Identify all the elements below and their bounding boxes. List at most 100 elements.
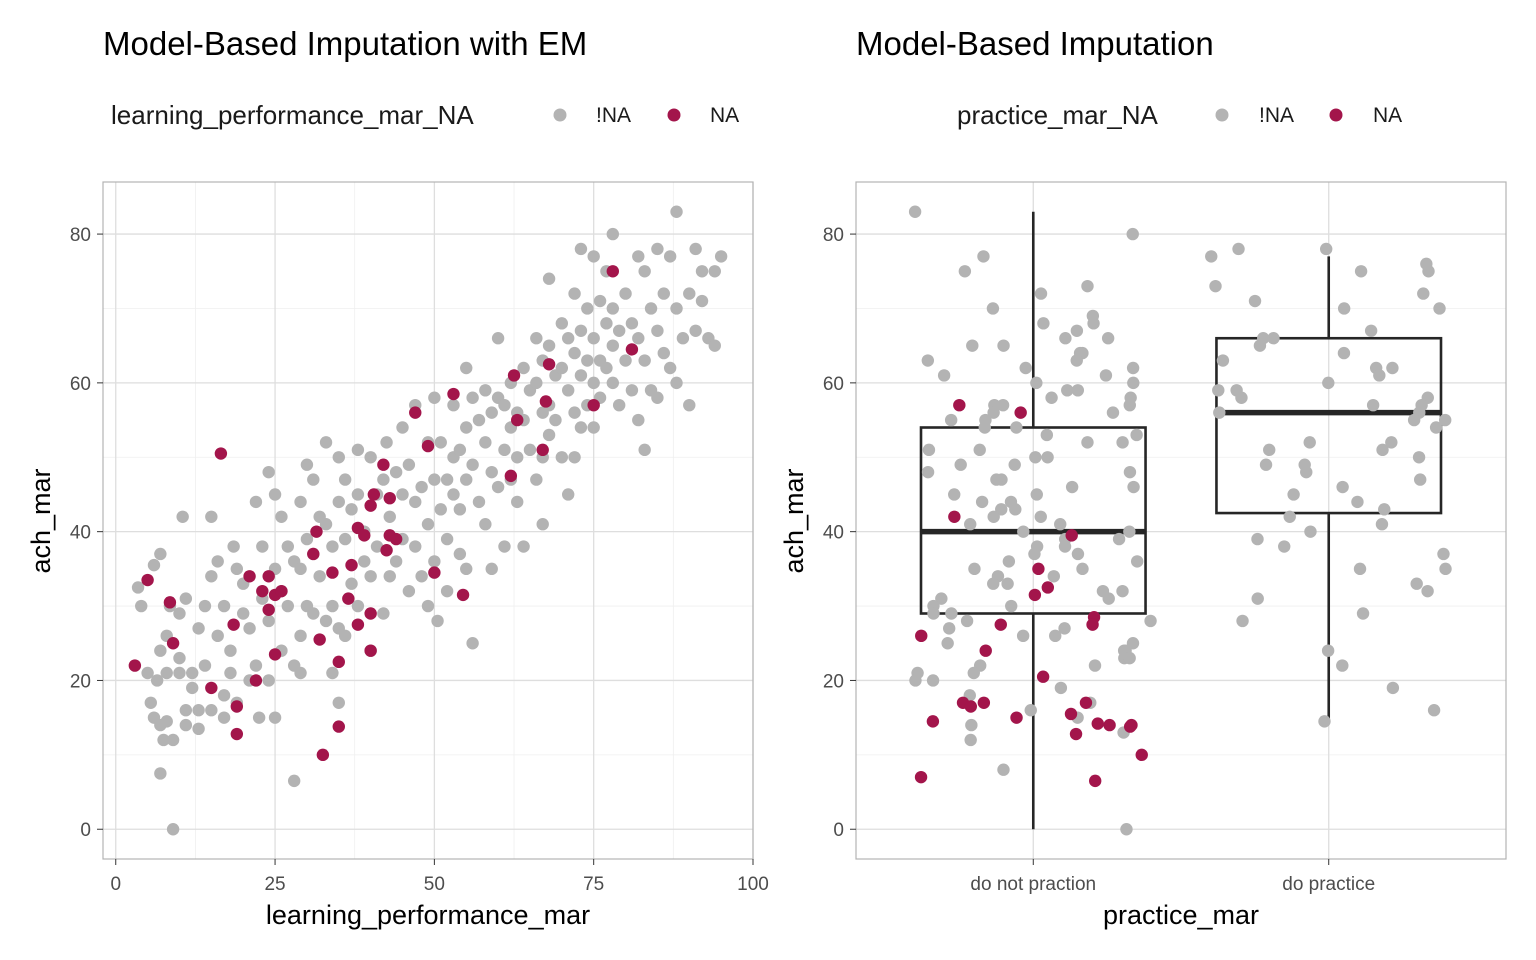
right-point-not-missing (1412, 451, 1426, 464)
left-point-not-missing (135, 599, 148, 613)
right-point-not-missing (1127, 376, 1140, 390)
left-point-missing (389, 532, 403, 546)
right-point-missing (1135, 748, 1148, 762)
left-point-missing (351, 618, 365, 631)
left-point-missing (268, 648, 282, 661)
right-panel-border (855, 181, 1507, 860)
left-point-not-missing (364, 451, 377, 464)
left-point-not-missing (421, 599, 435, 613)
left-point-not-missing (530, 473, 543, 486)
left-point-not-missing (205, 510, 218, 523)
left-point-not-missing (370, 540, 384, 553)
right-point-not-missing (1251, 592, 1264, 605)
left-point-not-missing (632, 332, 645, 345)
left-legend-label-not-missing: !NA (596, 104, 631, 127)
left-point-missing (345, 558, 358, 572)
left-point-not-missing (683, 287, 696, 300)
left-point-not-missing (708, 265, 721, 278)
right-point-not-missing (1076, 562, 1089, 576)
right-point-not-missing (1123, 465, 1137, 479)
right-point-not-missing (1028, 547, 1041, 561)
right-point-not-missing (1438, 413, 1452, 427)
left-point-not-missing (517, 540, 530, 553)
left-point-not-missing (593, 294, 607, 308)
right-point-not-missing (1030, 488, 1043, 501)
left-point-not-missing (511, 451, 524, 464)
right-point-not-missing (941, 637, 954, 650)
left-point-not-missing (625, 317, 639, 330)
left-point-not-missing (485, 562, 498, 576)
left-point-not-missing (236, 607, 250, 620)
left-point-not-missing (294, 495, 307, 509)
left-point-not-missing (498, 398, 511, 412)
left-point-not-missing (402, 584, 416, 598)
left-point-not-missing (638, 443, 651, 457)
left-point-not-missing (154, 767, 167, 780)
left-point-not-missing (651, 324, 664, 337)
right-point-not-missing (945, 607, 958, 620)
right-point-not-missing (1001, 577, 1014, 590)
left-point-not-missing (211, 555, 224, 568)
right-point-not-missing (1081, 279, 1094, 293)
right-point-not-missing (1037, 317, 1050, 330)
right-legend-label-missing: NA (1373, 104, 1402, 127)
left-point-not-missing (154, 644, 167, 657)
right-point-missing (994, 618, 1007, 631)
left-marks (128, 205, 728, 836)
left-point-not-missing (670, 376, 683, 390)
left-point-not-missing (453, 503, 467, 516)
right-point-missing (914, 770, 928, 784)
right-point-not-missing (921, 354, 935, 367)
right-point-not-missing (1101, 332, 1115, 345)
right-point-not-missing (1123, 525, 1136, 538)
right-point-not-missing (1058, 540, 1072, 553)
left-point-not-missing (179, 592, 193, 605)
left-point-missing (332, 720, 345, 733)
left-point-not-missing (230, 562, 244, 576)
right-point-not-missing (964, 733, 977, 747)
left-point-not-missing (695, 265, 709, 278)
left-point-missing (421, 439, 435, 453)
left-point-not-missing (460, 562, 473, 576)
left-point-not-missing (428, 555, 441, 568)
left-point-not-missing (351, 488, 365, 501)
left-legend-label-missing: NA (710, 104, 739, 127)
right-y-tick-label: 0 (833, 820, 844, 841)
left-x-axis-title: learning_performance_mar (266, 900, 590, 930)
left-point-missing (377, 458, 390, 471)
left-point-not-missing (358, 555, 371, 568)
right-point-not-missing (1421, 584, 1434, 598)
right-point-not-missing (1081, 436, 1094, 449)
left-point-not-missing (287, 774, 301, 788)
left-point-missing (262, 570, 275, 583)
left-point-not-missing (415, 480, 428, 494)
right-point-not-missing (996, 398, 1010, 412)
left-point-not-missing (530, 332, 543, 345)
left-point-not-missing (173, 666, 186, 680)
right-point-not-missing (1071, 384, 1085, 397)
right-point-missing (1103, 718, 1116, 732)
left-point-not-missing (638, 265, 651, 278)
left-point-missing (625, 343, 639, 356)
right-point-not-missing (997, 763, 1010, 776)
right-point-not-missing (1058, 622, 1071, 635)
right-point-not-missing (975, 495, 989, 509)
left-point-not-missing (670, 302, 683, 315)
right-point-not-missing (1378, 503, 1391, 516)
left-point-not-missing (166, 733, 180, 747)
left-point-not-missing (491, 480, 505, 494)
left-point-missing (456, 588, 470, 602)
left-legend-title: learning_performance_mar_NA (111, 100, 474, 130)
right-point-not-missing (1351, 495, 1364, 509)
left-point-not-missing (338, 532, 352, 546)
left-point-not-missing (683, 398, 696, 412)
right-point-not-missing (1337, 346, 1351, 360)
left-point-not-missing (307, 607, 320, 620)
right-point-missing (1064, 707, 1078, 721)
left-point-not-missing (574, 242, 588, 256)
left-point-not-missing (587, 421, 600, 434)
right-point-not-missing (921, 465, 935, 479)
left-point-not-missing (561, 488, 575, 501)
left-point-not-missing (714, 250, 728, 263)
left-point-not-missing (625, 384, 639, 397)
